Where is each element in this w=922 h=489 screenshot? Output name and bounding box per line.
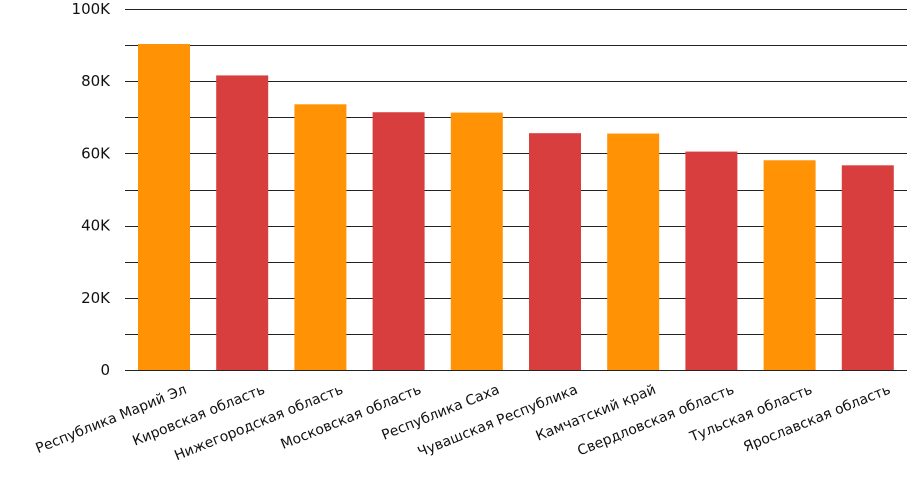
- bar: [216, 75, 269, 370]
- bar: [450, 112, 503, 371]
- bar: [607, 133, 660, 370]
- x-category-label: Ярославская область: [741, 382, 893, 456]
- bars: [138, 44, 894, 371]
- y-tick-label: 60K: [81, 144, 111, 162]
- bar: [685, 151, 738, 370]
- bar: [138, 44, 190, 370]
- bar: [294, 104, 347, 370]
- y-tick-label: 100K: [72, 0, 112, 18]
- y-tick-label: 0: [100, 361, 110, 379]
- x-category-label: Московская область: [279, 382, 424, 453]
- bar: [529, 133, 581, 370]
- bar: [763, 160, 816, 370]
- bar: [372, 112, 425, 370]
- bar: [841, 165, 894, 370]
- y-tick-label: 40K: [81, 217, 111, 235]
- y-axis-tick-labels: 0 20K 40K 60K 80K 100K: [72, 0, 112, 379]
- y-tick-label: 20K: [81, 289, 111, 307]
- y-tick-label: 80K: [81, 72, 111, 90]
